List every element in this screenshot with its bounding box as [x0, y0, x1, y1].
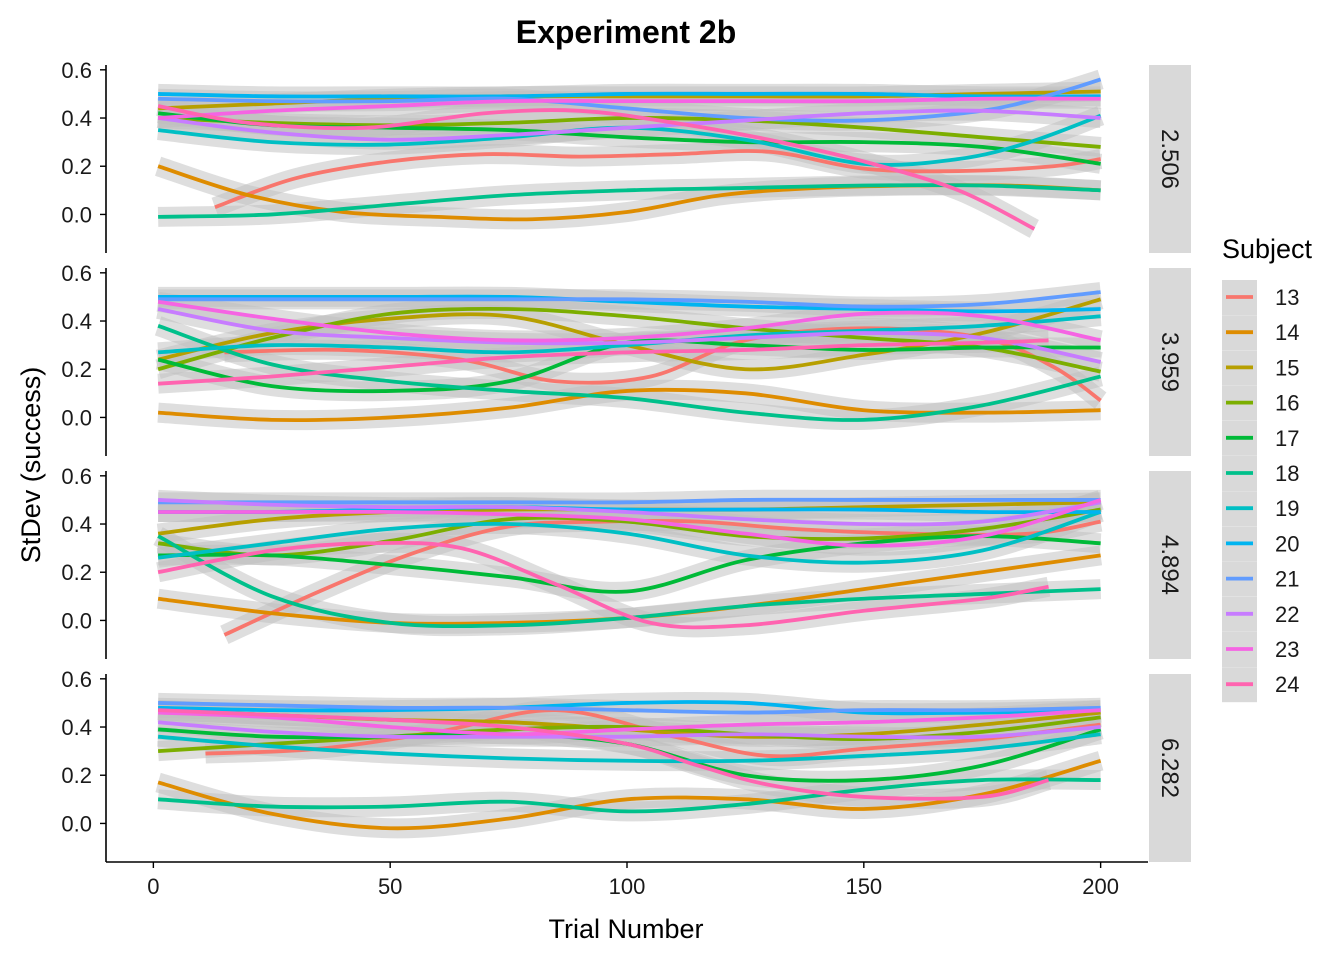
- line-subject-22: [157, 108, 1101, 142]
- y-tick-label: 0.4: [61, 512, 92, 537]
- line-subject-24: [158, 708, 1050, 801]
- legend-label: 22: [1275, 602, 1299, 627]
- legend-label: 15: [1275, 355, 1299, 380]
- x-tick-label: 100: [609, 874, 646, 899]
- legend-item-13: 13: [1222, 280, 1299, 315]
- line-subject-19: [157, 314, 1101, 355]
- facet-strip-label: 2.506: [1156, 129, 1183, 189]
- line-subject-20: [158, 700, 1101, 716]
- series-lines: [157, 700, 1102, 831]
- legend-item-23: 23: [1222, 632, 1299, 667]
- legend-item-18: 18: [1222, 456, 1299, 491]
- legend-label: 24: [1275, 672, 1299, 697]
- line-subject-21: [158, 77, 1102, 123]
- legend-label: 20: [1275, 531, 1299, 556]
- legend-item-19: 19: [1222, 491, 1299, 527]
- line-subject-23: [158, 708, 1101, 737]
- legend-label: 18: [1275, 461, 1299, 486]
- x-axis: 0 50 100 150 200: [106, 861, 1148, 899]
- line-subject-20: [158, 91, 1101, 99]
- legend-item-17: 17: [1222, 420, 1299, 456]
- y-tick-label: 0.0: [61, 608, 92, 633]
- line-subject-16: [157, 507, 1101, 558]
- legend-item-14: 14: [1222, 315, 1299, 351]
- legend-label: 14: [1275, 320, 1299, 345]
- facet-panel-2.506: 0.0 0.2 0.4 0.6 2.506: [61, 58, 1191, 253]
- facet-strip: [1149, 268, 1191, 456]
- legend-label: 19: [1275, 496, 1299, 521]
- legend-label: 23: [1275, 637, 1299, 662]
- x-tick-label: 200: [1082, 874, 1119, 899]
- legend: Subject 13 14 15 16 17 18 19 20 21 22 23 24: [1222, 234, 1313, 703]
- line-subject-19: [157, 732, 1101, 764]
- line-subject-18: [157, 777, 1101, 814]
- y-axis-title: StDev (success): [16, 367, 46, 564]
- facet-strip-label: 4.894: [1156, 535, 1183, 595]
- line-subject-19: [157, 510, 1102, 565]
- line-subject-22: [157, 720, 1101, 740]
- facet-strip: [1149, 65, 1191, 253]
- legend-item-24: 24: [1222, 667, 1299, 703]
- line-subject-21: [158, 497, 1101, 505]
- line-subject-13: [214, 149, 1101, 209]
- x-tick-label: 0: [147, 874, 159, 899]
- y-tick-label: 0.4: [61, 309, 92, 334]
- line-subject-22: [157, 307, 1102, 364]
- line-subject-23: [157, 96, 1101, 120]
- series-lines: [157, 290, 1102, 422]
- line-subject-20: [158, 294, 1101, 314]
- y-tick-label: 0.2: [61, 154, 92, 179]
- line-subject-16: [157, 715, 1101, 754]
- y-tick-label: 0.6: [61, 58, 92, 83]
- y-tick-label: 0.0: [61, 202, 92, 227]
- y-tick-label: 0.2: [61, 560, 92, 585]
- legend-label: 16: [1275, 391, 1299, 416]
- y-tick-label: 0.0: [61, 405, 92, 430]
- x-tick-label: 150: [845, 874, 882, 899]
- series-lines: [157, 497, 1102, 637]
- y-tick-label: 0.4: [61, 715, 92, 740]
- y-tick-label: 0.6: [61, 667, 92, 692]
- line-subject-21: [158, 290, 1101, 309]
- line-subject-23: [157, 299, 1102, 343]
- legend-title: Subject: [1222, 234, 1313, 264]
- legend-label: 21: [1275, 567, 1299, 592]
- facet-strip-label: 3.959: [1156, 332, 1183, 392]
- legend-item-22: 22: [1222, 596, 1299, 632]
- line-subject-24: [157, 540, 1049, 630]
- facet-panel-6.282: 0.0 0.2 0.4 0.6 6.282: [61, 667, 1191, 862]
- y-tick-label: 0.2: [61, 763, 92, 788]
- line-subject-18: [157, 534, 1101, 629]
- legend-item-20: 20: [1222, 526, 1299, 562]
- legend-label: 17: [1275, 426, 1299, 451]
- series-lines: [157, 77, 1102, 231]
- line-subject-16: [158, 116, 1101, 149]
- line-subject-24: [157, 104, 1036, 231]
- facet-strip: [1149, 674, 1191, 862]
- legend-item-15: 15: [1222, 350, 1299, 386]
- y-tick-label: 0.0: [61, 811, 92, 836]
- line-subject-21: [158, 701, 1101, 715]
- line-subject-24: [157, 338, 1049, 386]
- facet-panel-3.959: 0.0 0.2 0.4 0.6 3.959: [61, 261, 1191, 456]
- facet-panels: 0.0 0.2 0.4 0.6 2.506 0.0 0.2 0.4 0.6 3.959 0.0 0.2…: [61, 58, 1191, 862]
- line-subject-23: [158, 498, 1102, 548]
- facet-strip: [1149, 471, 1191, 659]
- facet-strip-label: 6.282: [1156, 738, 1183, 798]
- line-subject-17: [158, 534, 1101, 594]
- y-tick-label: 0.6: [61, 464, 92, 489]
- x-tick-label: 50: [378, 874, 402, 899]
- x-axis-title: Trial Number: [548, 914, 703, 944]
- y-tick-label: 0.6: [61, 261, 92, 286]
- legend-label: 13: [1275, 285, 1299, 310]
- y-tick-label: 0.2: [61, 357, 92, 382]
- chart-title: Experiment 2b: [516, 14, 737, 50]
- line-subject-22: [158, 498, 1101, 527]
- legend-item-21: 21: [1222, 561, 1299, 597]
- y-tick-label: 0.4: [61, 106, 92, 131]
- legend-item-16: 16: [1222, 385, 1299, 421]
- line-subject-19: [157, 113, 1102, 167]
- facet-panel-4.894: 0.0 0.2 0.4 0.6 4.894: [61, 464, 1191, 659]
